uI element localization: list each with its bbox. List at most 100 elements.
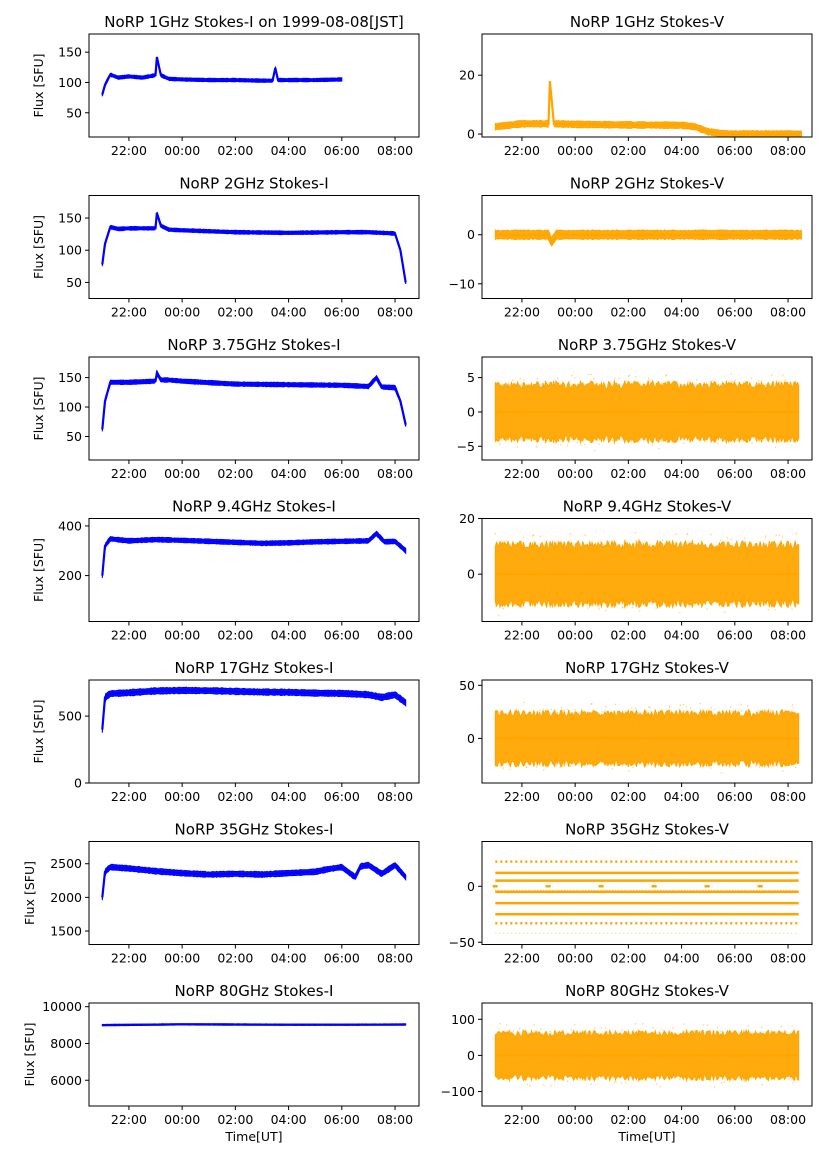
outlier-point xyxy=(529,416,532,419)
outlier-point xyxy=(700,761,702,763)
outlier-point xyxy=(532,428,535,431)
outlier-point xyxy=(763,384,766,387)
x-tick-label: 06:00 xyxy=(717,951,753,966)
outlier-point xyxy=(774,556,777,558)
outlier-point xyxy=(679,1078,681,1080)
outlier-point xyxy=(608,408,610,411)
outlier-point xyxy=(638,610,641,612)
x-tick-label: 04:00 xyxy=(664,143,700,158)
outlier-point xyxy=(508,400,511,403)
outlier-point xyxy=(791,608,793,611)
outlier-point xyxy=(788,603,791,606)
outlier-point xyxy=(635,376,637,378)
outlier-point xyxy=(648,706,650,709)
outlier-point xyxy=(522,413,524,416)
panel-title: NoRP 9.4GHz Stokes-I xyxy=(172,498,336,516)
outlier-point xyxy=(593,710,595,713)
x-tick-label: 04:00 xyxy=(271,789,307,804)
outlier-point xyxy=(566,444,569,446)
outlier-point xyxy=(747,562,750,564)
outlier-point xyxy=(499,408,502,411)
outlier-point xyxy=(720,1082,723,1084)
y-tick-label: 20 xyxy=(459,511,475,526)
outlier-point xyxy=(645,410,648,413)
outlier-point xyxy=(614,703,617,706)
outlier-point xyxy=(495,727,498,730)
outlier-point xyxy=(784,602,787,605)
y-tick-label: 100 xyxy=(58,75,82,90)
outlier-point xyxy=(710,533,713,536)
outlier-point xyxy=(685,1029,688,1031)
outlier-point xyxy=(569,1075,572,1077)
outlier-point xyxy=(774,446,777,449)
outlier-point xyxy=(566,708,568,711)
outlier-point xyxy=(600,750,603,752)
outlier-point xyxy=(550,708,552,711)
outlier-point xyxy=(539,1077,541,1079)
outlier-point xyxy=(781,421,784,424)
outlier-point xyxy=(757,379,760,382)
outlier-point xyxy=(778,728,781,730)
outlier-point xyxy=(566,748,569,750)
outlier-point xyxy=(669,1045,671,1047)
outlier-point xyxy=(621,1029,623,1032)
outlier-point xyxy=(495,414,498,417)
outlier-point xyxy=(683,1023,685,1025)
outlier-point xyxy=(784,1046,787,1049)
outlier-point xyxy=(703,419,706,421)
outlier-point xyxy=(625,1081,627,1084)
outlier-point xyxy=(692,1044,694,1046)
outlier-point xyxy=(777,547,780,549)
x-tick-label: 02:00 xyxy=(217,466,253,481)
outlier-point xyxy=(550,1084,552,1087)
outlier-point xyxy=(726,728,729,730)
outlier-point xyxy=(682,703,685,706)
x-tick-label: 00:00 xyxy=(164,305,200,320)
outlier-point xyxy=(686,533,689,535)
outlier-point xyxy=(726,393,729,396)
outlier-point xyxy=(720,433,723,436)
outlier-point xyxy=(662,763,664,765)
x-tick-label: 02:00 xyxy=(610,1112,646,1127)
x-tick-label: 22:00 xyxy=(111,466,147,481)
outlier-point xyxy=(696,740,698,743)
outlier-point xyxy=(675,600,678,602)
outlier-point xyxy=(641,742,643,744)
outlier-point xyxy=(598,443,600,445)
outlier-point xyxy=(573,564,575,567)
outlier-point xyxy=(560,395,563,398)
outlier-point xyxy=(628,555,630,557)
outlier-point xyxy=(502,607,505,610)
outlier-point xyxy=(658,752,661,754)
series-band xyxy=(494,85,802,137)
outlier-point xyxy=(788,420,791,423)
outlier-point xyxy=(625,414,627,416)
outlier-point xyxy=(774,1052,776,1054)
outlier-point xyxy=(753,1036,756,1039)
outlier-point xyxy=(591,1037,593,1040)
outlier-point xyxy=(590,373,592,376)
outlier-point xyxy=(614,1069,617,1071)
outlier-point xyxy=(672,597,674,599)
outlier-point xyxy=(638,426,641,428)
outlier-point xyxy=(563,418,565,420)
outlier-point xyxy=(747,1025,750,1027)
outlier-point xyxy=(743,537,746,539)
outlier-point xyxy=(498,601,501,604)
outlier-point xyxy=(567,764,569,767)
outlier-point xyxy=(662,1029,664,1031)
outlier-point xyxy=(635,716,637,719)
outlier-point xyxy=(611,1045,614,1047)
outlier-point xyxy=(566,438,568,441)
outlier-point xyxy=(583,545,586,548)
outlier-point xyxy=(785,1030,787,1032)
outlier-point xyxy=(504,754,507,757)
y-axis-label: Flux [SFU] xyxy=(31,700,46,764)
x-tick-label: 06:00 xyxy=(717,789,753,804)
outlier-point xyxy=(546,1059,548,1061)
outlier-point xyxy=(795,416,798,419)
outlier-point xyxy=(533,422,535,425)
outlier-point xyxy=(748,561,750,563)
outlier-point xyxy=(702,599,705,602)
outlier-point xyxy=(713,1086,716,1088)
